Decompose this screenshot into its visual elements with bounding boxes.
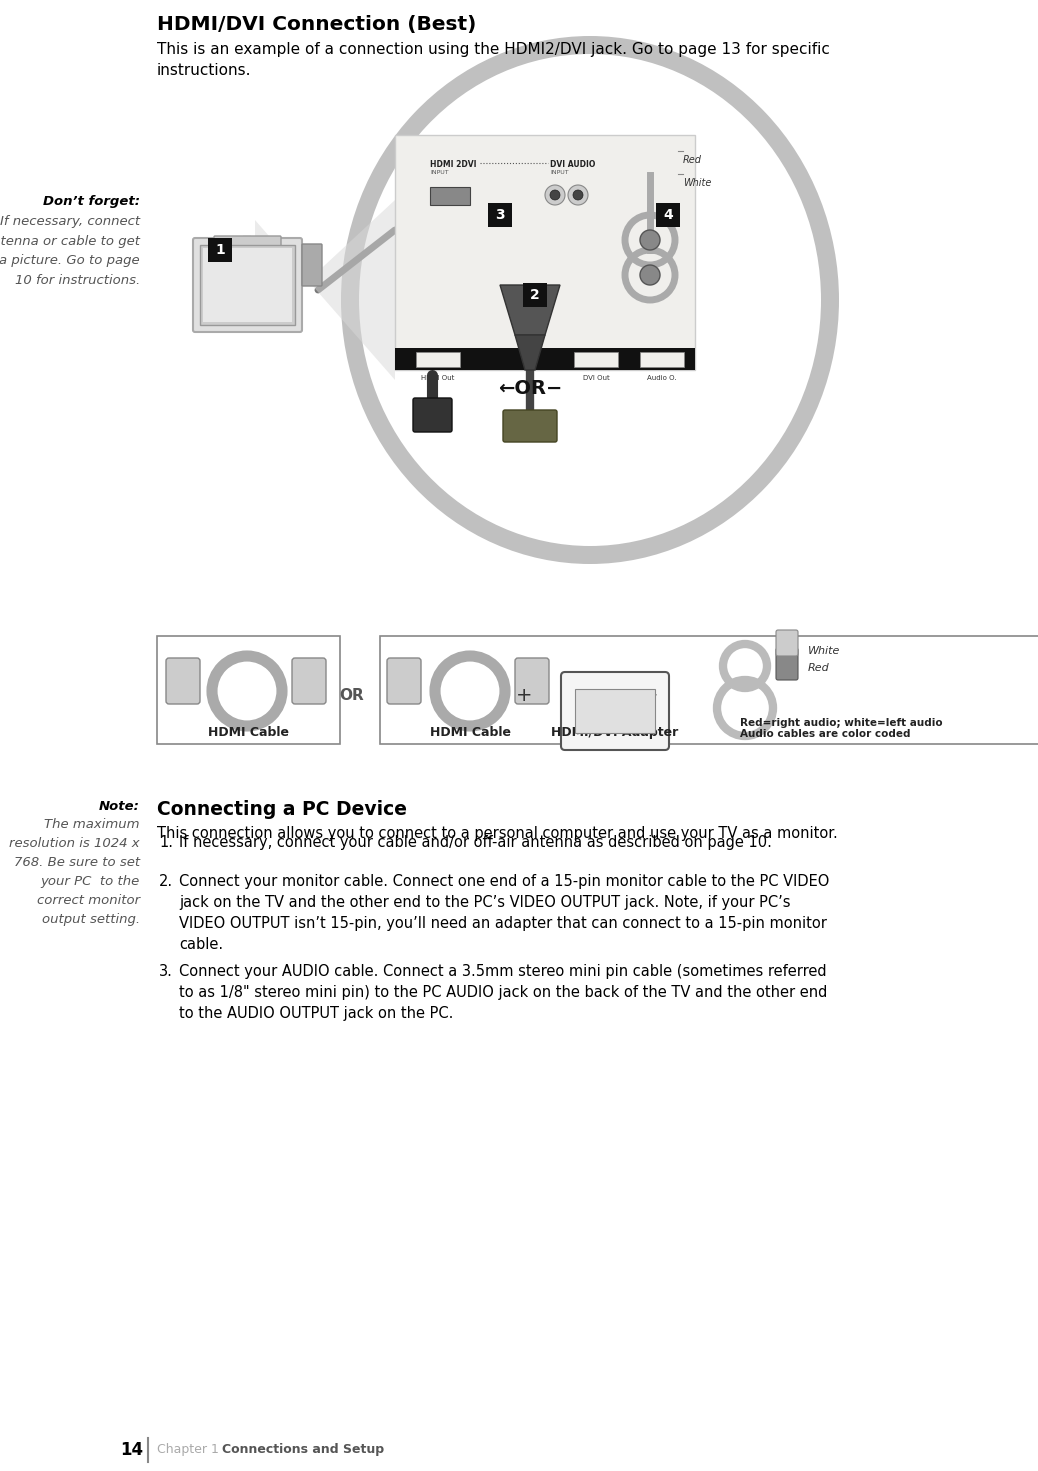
Bar <box>574 352 618 366</box>
Text: 3: 3 <box>495 207 504 222</box>
Text: Red=right audio; white=left audio: Red=right audio; white=left audio <box>740 718 943 728</box>
Circle shape <box>550 190 559 200</box>
Text: HDMI Cable: HDMI Cable <box>430 727 511 738</box>
Text: This connection allows you to connect to a personal computer and use your TV as : This connection allows you to connect to… <box>157 827 838 841</box>
Text: Audio cables are color coded: Audio cables are color coded <box>740 730 910 738</box>
Text: White: White <box>683 178 711 188</box>
Text: If necessary, connect
antenna or cable to get
a picture. Go to page
10 for instr: If necessary, connect antenna or cable t… <box>0 215 140 287</box>
Text: INPUT: INPUT <box>550 171 569 175</box>
FancyBboxPatch shape <box>413 399 452 432</box>
Text: Red: Red <box>683 154 702 165</box>
Circle shape <box>573 190 583 200</box>
Circle shape <box>568 185 588 204</box>
FancyBboxPatch shape <box>292 658 326 705</box>
Text: 1: 1 <box>215 243 225 257</box>
FancyBboxPatch shape <box>208 238 233 262</box>
Text: The maximum
resolution is 1024 x
768. Be sure to set
your PC  to the
correct mon: The maximum resolution is 1024 x 768. Be… <box>9 818 140 927</box>
Text: 2.: 2. <box>159 874 173 888</box>
Text: Note:: Note: <box>99 800 140 813</box>
Text: If necessary, connect your cable and/or off-air antenna as described on page 10.: If necessary, connect your cable and/or … <box>179 836 772 850</box>
Text: Don’t forget:: Don’t forget: <box>43 196 140 207</box>
Text: Connecting a PC Device: Connecting a PC Device <box>157 800 407 819</box>
Ellipse shape <box>359 54 821 546</box>
Bar <box>395 135 695 371</box>
FancyBboxPatch shape <box>503 410 557 441</box>
Text: 4: 4 <box>663 207 673 222</box>
Text: 1.: 1. <box>159 836 173 850</box>
Text: DVI AUDIO: DVI AUDIO <box>550 160 596 169</box>
Circle shape <box>545 185 565 204</box>
Text: Connect your monitor cable. Connect one end of a 15-pin monitor cable to the PC : Connect your monitor cable. Connect one … <box>179 874 829 952</box>
FancyBboxPatch shape <box>166 658 200 705</box>
Bar <box>640 352 684 366</box>
Text: ←OR−: ←OR− <box>498 378 563 397</box>
Polygon shape <box>500 285 559 335</box>
FancyBboxPatch shape <box>387 658 421 705</box>
Text: Chapter 1: Chapter 1 <box>157 1443 219 1456</box>
Bar <box>203 249 292 322</box>
Text: HDMI Cable: HDMI Cable <box>208 727 289 738</box>
Text: HDMI Out: HDMI Out <box>421 375 455 381</box>
Text: +: + <box>641 685 658 705</box>
Text: Connections and Setup: Connections and Setup <box>222 1443 384 1456</box>
Text: 2: 2 <box>530 288 540 302</box>
Circle shape <box>640 265 660 285</box>
Text: 14: 14 <box>119 1442 143 1459</box>
FancyBboxPatch shape <box>523 282 547 307</box>
Bar <box>157 635 340 744</box>
Bar <box>200 246 295 325</box>
Text: INPUT: INPUT <box>430 171 448 175</box>
FancyBboxPatch shape <box>488 203 512 227</box>
Text: 3.: 3. <box>159 964 173 980</box>
Text: Red: Red <box>808 663 829 674</box>
Circle shape <box>640 229 660 250</box>
Bar <box>395 349 695 371</box>
Text: HDMI 2DVI: HDMI 2DVI <box>430 160 476 169</box>
Text: HDMI/DVI Adapter: HDMI/DVI Adapter <box>551 727 679 738</box>
Bar <box>430 187 470 204</box>
Bar <box>380 635 1038 744</box>
FancyBboxPatch shape <box>656 203 680 227</box>
FancyBboxPatch shape <box>193 238 302 332</box>
FancyBboxPatch shape <box>302 244 322 285</box>
Polygon shape <box>515 335 545 371</box>
Text: +: + <box>516 685 532 705</box>
Text: White: White <box>808 646 841 656</box>
FancyBboxPatch shape <box>214 235 281 246</box>
Bar <box>575 688 655 733</box>
Text: OR: OR <box>339 687 364 703</box>
Text: Audio O.: Audio O. <box>648 375 677 381</box>
FancyBboxPatch shape <box>515 658 549 705</box>
Polygon shape <box>255 200 395 380</box>
FancyBboxPatch shape <box>776 630 798 656</box>
Text: DVI Out: DVI Out <box>582 375 609 381</box>
FancyBboxPatch shape <box>776 649 798 680</box>
Text: HDMI/DVI Connection (Best): HDMI/DVI Connection (Best) <box>157 15 476 34</box>
FancyBboxPatch shape <box>561 672 670 750</box>
Text: Connect your AUDIO cable. Connect a 3.5mm stereo mini pin cable (sometimes refer: Connect your AUDIO cable. Connect a 3.5m… <box>179 964 827 1021</box>
Ellipse shape <box>342 35 839 563</box>
Bar <box>416 352 460 366</box>
Text: This is an example of a connection using the HDMI2/DVI jack. Go to page 13 for s: This is an example of a connection using… <box>157 43 829 78</box>
